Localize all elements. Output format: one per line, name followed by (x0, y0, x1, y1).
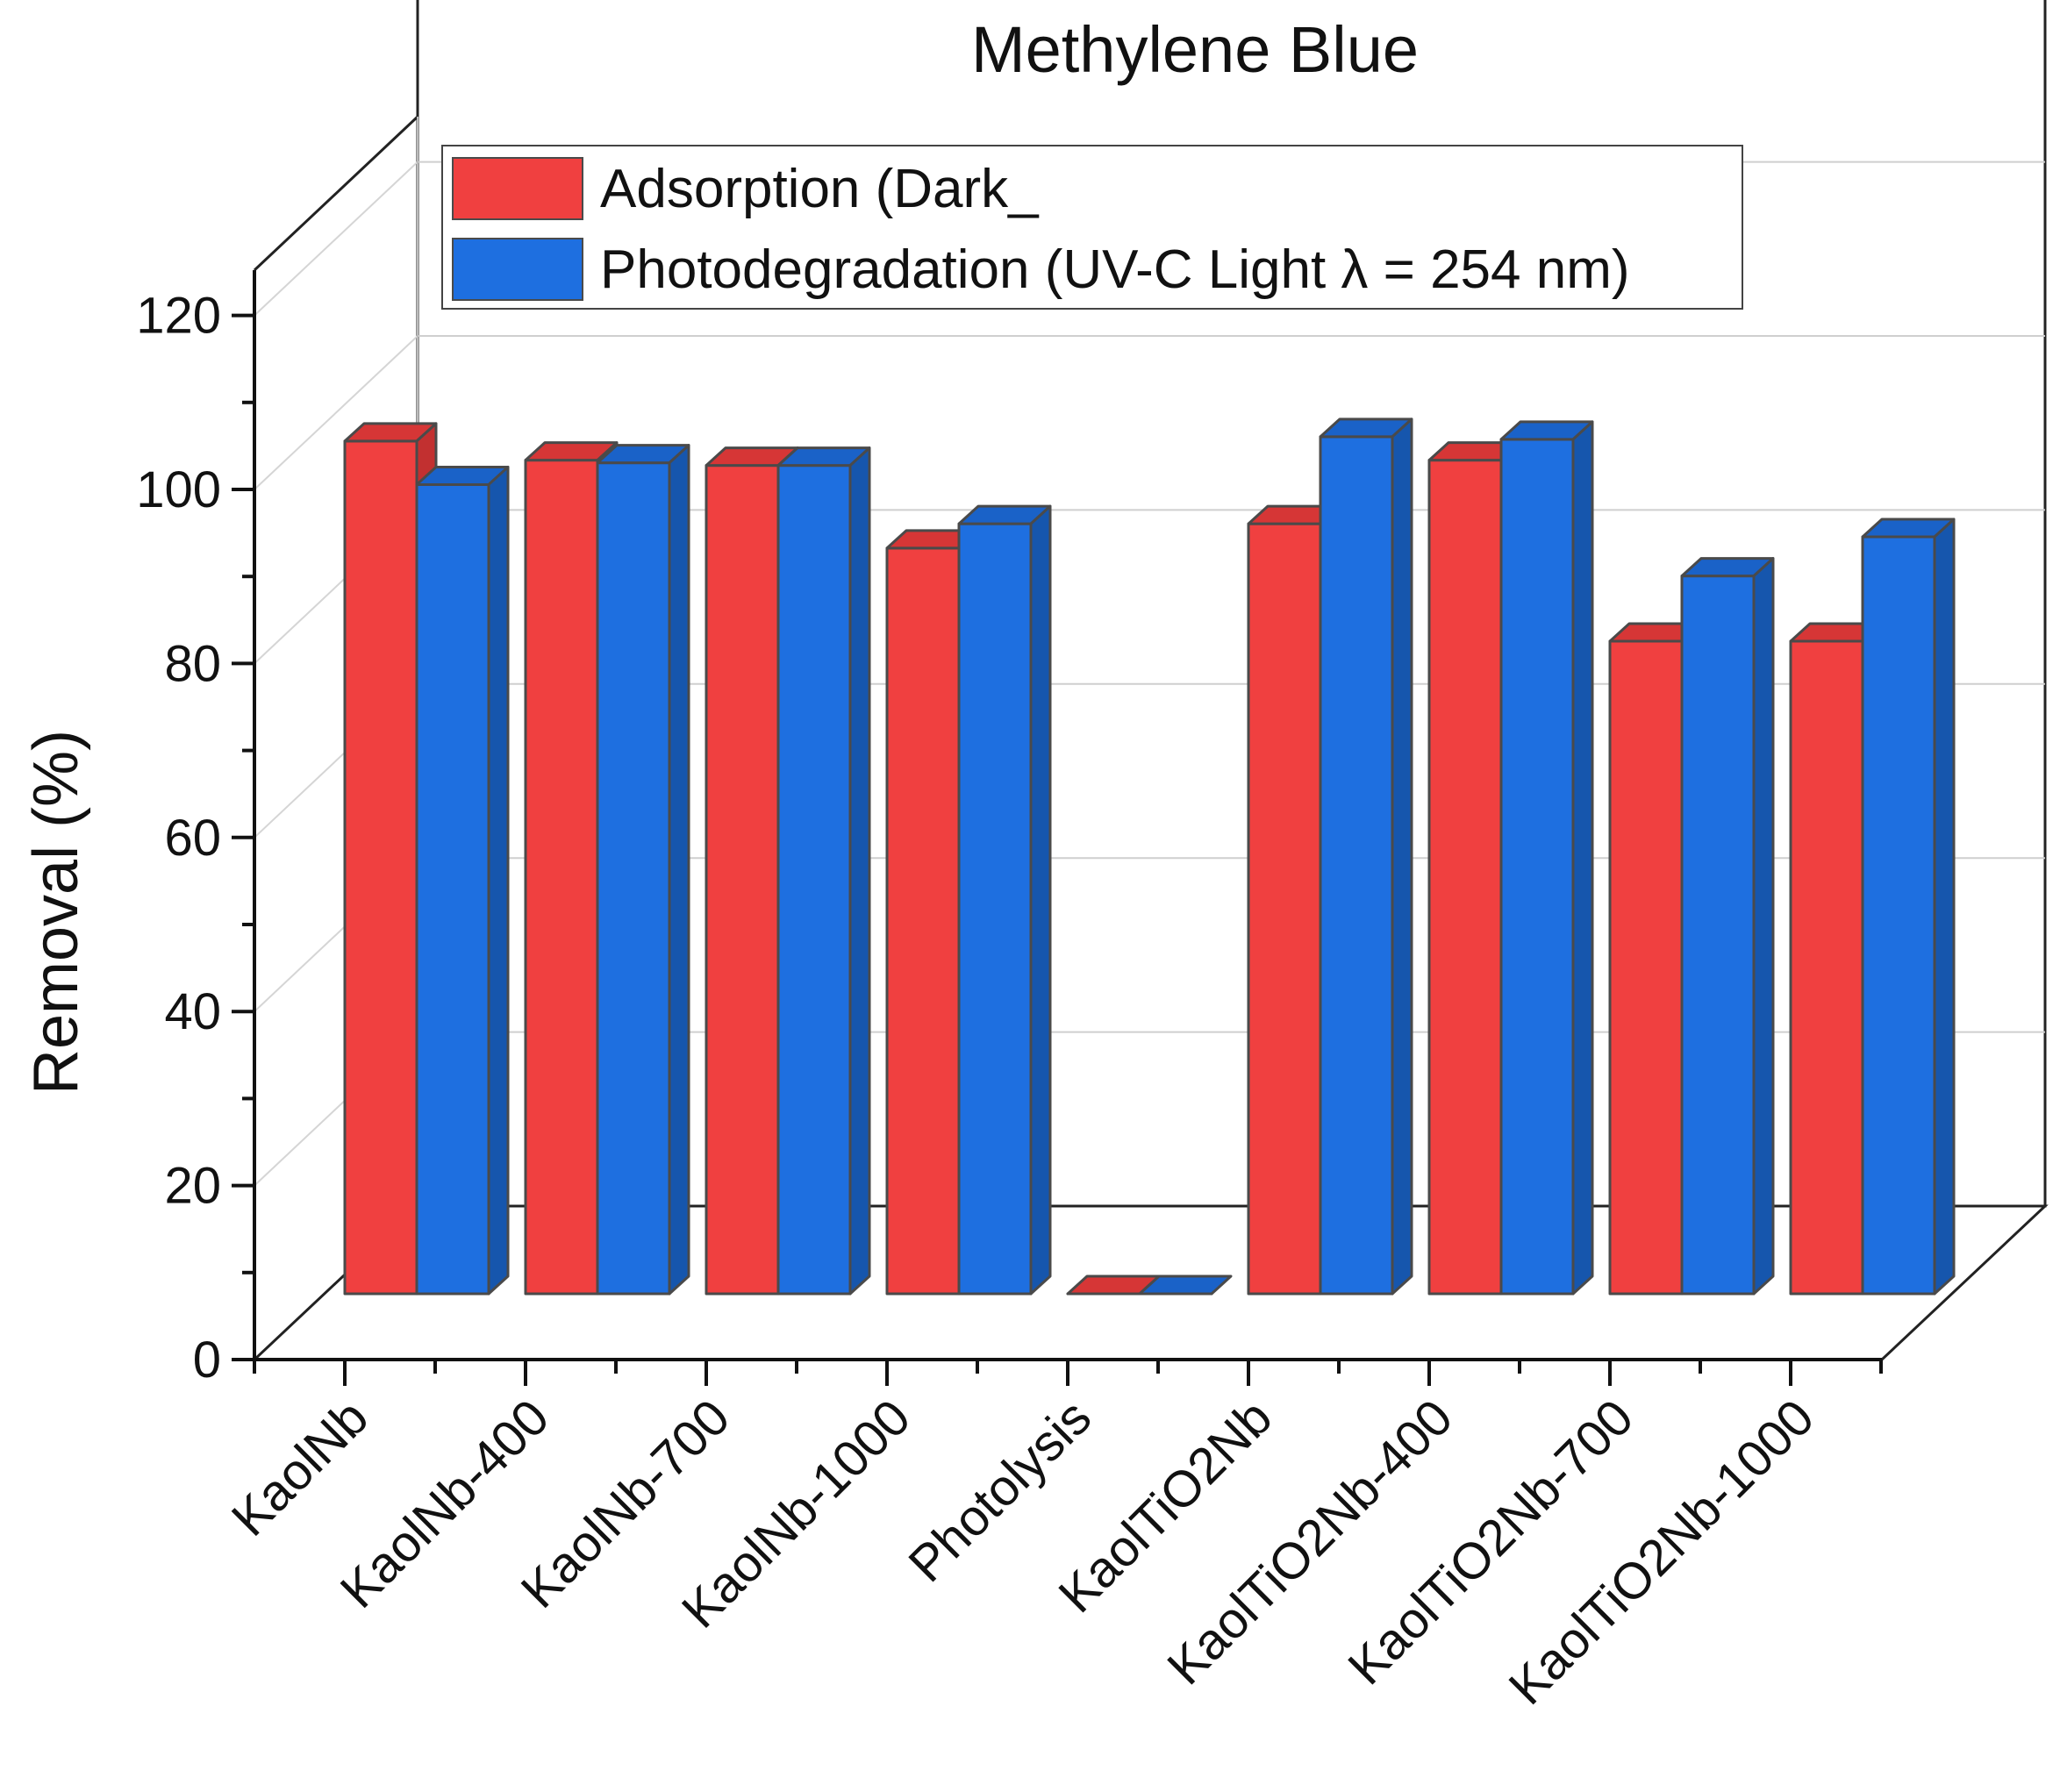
bar-front-1-5 (1319, 435, 1394, 1296)
bar-front-0-6 (1427, 459, 1503, 1296)
legend: Adsorption (Dark_ Photodegradation (UV-C… (441, 145, 1743, 310)
bar-1-5 (1319, 418, 1413, 1296)
bar-1-6 (1499, 420, 1594, 1296)
legend-label-photodegradation: Photodegradation (UV-C Light λ = 254 nm) (600, 239, 1630, 300)
bar-1-7 (1680, 557, 1775, 1296)
side-gridline-100 (254, 335, 418, 490)
bar-0-4 (1066, 1274, 1161, 1296)
x-category-label-0: KaolNb (221, 1389, 379, 1546)
bar-side-1-2 (848, 446, 871, 1296)
bar-front-1-2 (776, 464, 852, 1296)
bar-layer (343, 418, 1956, 1296)
bar-side-1-8 (1933, 518, 1956, 1296)
bar-front-0-0 (343, 439, 418, 1296)
side-wall-top-edge (253, 115, 419, 272)
bar-front-0-2 (705, 464, 780, 1296)
y-tick-label-40: 40 (164, 983, 221, 1040)
bar-side-1-1 (668, 444, 690, 1296)
side-gridline-120 (254, 161, 418, 317)
bar-side-1-7 (1752, 557, 1775, 1296)
bar-front-1-7 (1680, 575, 1756, 1296)
bar-front-0-1 (524, 459, 599, 1296)
bar-side-1-0 (487, 465, 510, 1296)
bar-1-0 (415, 465, 510, 1296)
y-tick-label-100: 100 (136, 461, 221, 518)
bar-1-2 (776, 446, 871, 1296)
bar-front-0-8 (1789, 639, 1864, 1296)
bar-front-1-8 (1861, 535, 1936, 1296)
y-tick-label-120: 120 (136, 288, 221, 345)
y-tick-label-80: 80 (164, 635, 221, 692)
bar-1-4 (1138, 1274, 1233, 1296)
legend-swatch-adsorption (452, 157, 583, 220)
y-tick-label-60: 60 (164, 810, 221, 867)
bar-side-1-6 (1571, 420, 1594, 1296)
bar-1-1 (596, 444, 690, 1296)
bar-side-1-5 (1391, 418, 1413, 1296)
bar-front-1-6 (1499, 438, 1575, 1296)
x-category-label-8: KaolTiO2Nb-1000 (1498, 1389, 1825, 1716)
bar-1-3 (957, 504, 1052, 1296)
bar-front-1-0 (415, 482, 490, 1296)
bar-front-0-5 (1247, 522, 1322, 1296)
legend-swatch-photodegradation (452, 238, 583, 301)
bar-side-1-3 (1029, 504, 1052, 1296)
y-tick-label-20: 20 (164, 1158, 221, 1215)
chart-title: Methylene Blue (971, 13, 1419, 86)
legend-label-adsorption: Adsorption (Dark_ (600, 159, 1040, 219)
bar-front-1-3 (957, 522, 1033, 1296)
bar-front-1-1 (596, 461, 671, 1296)
legend-box (441, 145, 1743, 310)
bar-1-8 (1861, 518, 1956, 1296)
bar-top-1-4 (1138, 1274, 1233, 1296)
y-tick-label-0: 0 (193, 1332, 221, 1389)
bar-front-0-3 (885, 546, 961, 1296)
bar-front-0-7 (1608, 639, 1684, 1296)
y-axis-title: Removal (%) (21, 730, 91, 1095)
